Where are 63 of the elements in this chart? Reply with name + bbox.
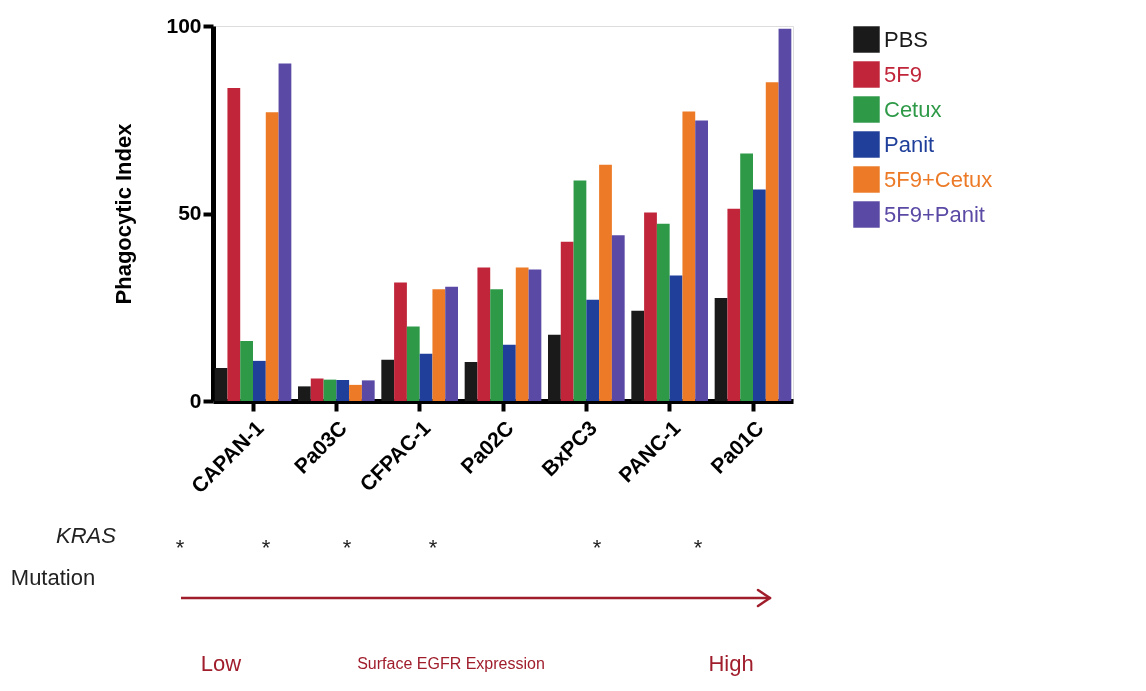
legend-label: 5F9 <box>884 61 922 87</box>
legend-label: Panit <box>884 131 935 157</box>
bar <box>611 235 625 401</box>
text: * <box>428 535 438 560</box>
text: * <box>342 535 352 560</box>
text: * <box>592 535 602 560</box>
bar <box>656 223 670 401</box>
text: High <box>708 651 754 676</box>
bar <box>445 286 458 401</box>
bar <box>765 82 779 401</box>
bar <box>778 28 792 401</box>
bar <box>278 63 292 401</box>
legend-label: Cetux <box>884 96 942 122</box>
y-axis-title: Phagocytic Index <box>111 122 137 305</box>
bar <box>214 368 228 401</box>
text: Low <box>200 651 242 676</box>
bar <box>464 362 478 401</box>
bar <box>599 164 612 401</box>
bar <box>644 212 657 401</box>
bar <box>528 269 542 401</box>
bar <box>298 386 311 401</box>
bar <box>548 334 561 401</box>
bar <box>349 384 362 401</box>
bar <box>490 289 503 401</box>
bar <box>714 297 728 401</box>
bar <box>265 112 279 401</box>
y-tick-label: 100 <box>166 13 202 37</box>
bar <box>477 267 491 401</box>
bar <box>310 378 324 401</box>
text: Surface EGFR Expression <box>357 655 545 672</box>
text: * <box>693 535 703 560</box>
bar <box>740 153 753 401</box>
legend-label: 5F9+Cetux <box>884 166 993 192</box>
text: KRAS <box>56 523 117 548</box>
bar <box>432 289 446 401</box>
bar <box>503 344 516 401</box>
bar <box>381 359 395 401</box>
bar <box>727 208 741 401</box>
bar <box>361 380 375 401</box>
text: * <box>261 535 271 560</box>
bar <box>669 275 683 401</box>
bar <box>573 180 587 401</box>
legend-label: PBS <box>884 26 929 52</box>
bar <box>227 87 241 401</box>
bar <box>406 326 420 401</box>
bar <box>336 380 350 401</box>
text: Mutation <box>10 565 96 590</box>
bar <box>586 299 600 401</box>
bar <box>323 379 337 401</box>
bar <box>682 111 696 401</box>
bar <box>560 241 574 401</box>
y-tick-label: 50 <box>178 201 202 224</box>
bar <box>394 282 407 401</box>
bar <box>240 341 253 401</box>
bar <box>515 267 529 401</box>
legend-label: 5F9+Panit <box>884 201 985 227</box>
bar <box>631 310 645 401</box>
bar <box>695 120 708 401</box>
text: * <box>175 535 185 560</box>
bar <box>753 189 766 401</box>
y-tick-label: 0 <box>189 388 202 412</box>
bar <box>253 360 266 401</box>
bar <box>419 353 433 401</box>
